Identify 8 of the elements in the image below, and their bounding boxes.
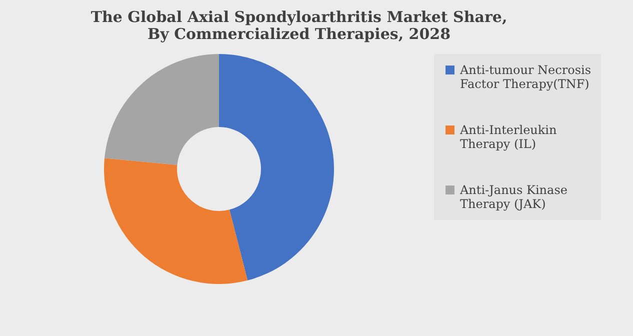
legend-label: Anti-Janus Kinase Therapy (JAK) bbox=[459, 183, 568, 211]
legend-label: Anti-tumour Necrosis Factor Therapy(TNF) bbox=[459, 63, 591, 91]
legend-label: Anti-Interleukin Therapy (IL) bbox=[459, 123, 558, 151]
donut-slice bbox=[104, 158, 248, 284]
text: By Commercialized Therapies, 2028 bbox=[147, 25, 451, 43]
donut-slice bbox=[219, 54, 334, 280]
text: The Global Axial Spondyloarthritis Market Share, bbox=[90, 8, 508, 26]
donut-slice bbox=[104, 54, 219, 166]
